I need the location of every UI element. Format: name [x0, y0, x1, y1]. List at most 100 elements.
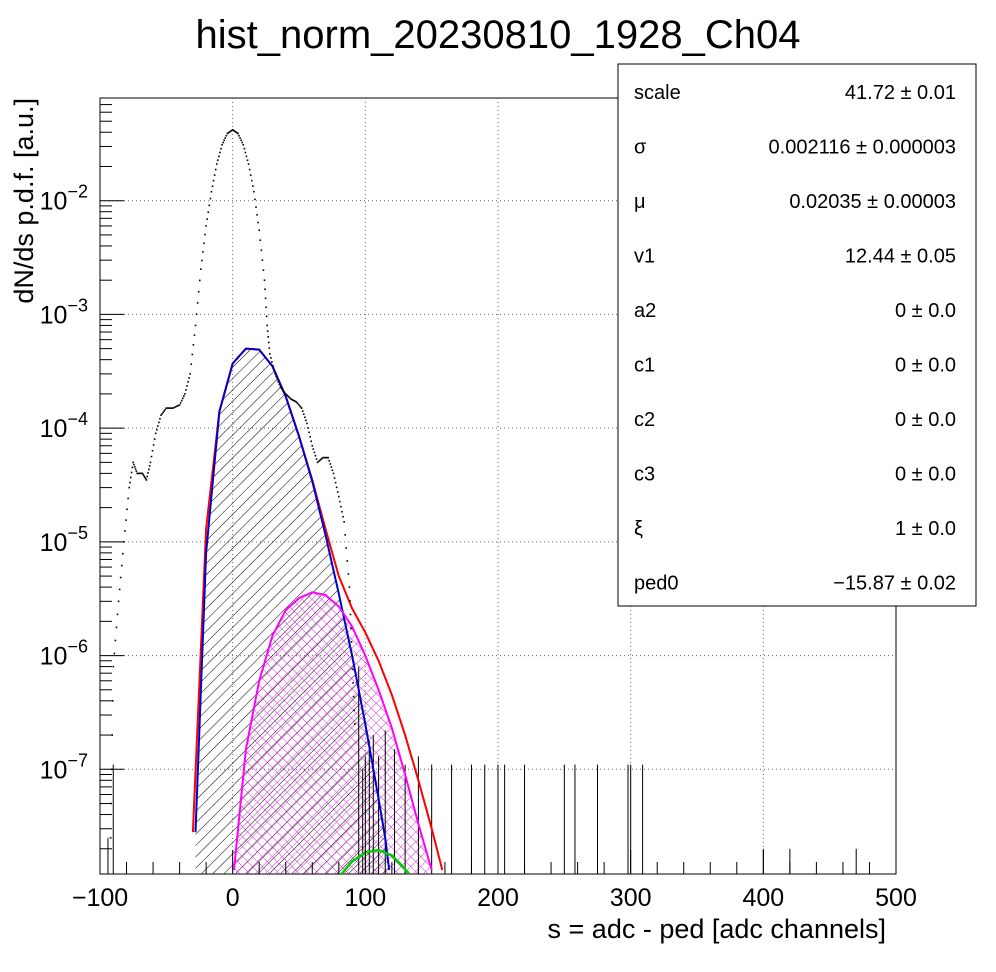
- histogram-point: [215, 163, 218, 165]
- histogram-point: [347, 573, 350, 575]
- histogram-point: [153, 438, 156, 440]
- histogram-point: [158, 421, 160, 424]
- histogram-point: [273, 369, 275, 371]
- histogram-point: [348, 586, 351, 588]
- histogram-point: [176, 405, 178, 407]
- component-3-curve: [340, 848, 411, 874]
- histogram-point: [116, 613, 119, 616]
- histogram-point: [266, 330, 269, 332]
- histogram-point: [294, 400, 297, 403]
- histogram-point: [149, 461, 152, 464]
- histogram-point: [188, 377, 190, 379]
- histogram-point: [223, 139, 225, 142]
- histogram-point: [152, 444, 155, 446]
- stats-param-value: 0 ± 0.0: [895, 300, 956, 322]
- histogram-point: [184, 393, 186, 395]
- histogram-point: [332, 472, 335, 475]
- histogram-point: [217, 159, 219, 162]
- histogram-point: [122, 552, 124, 555]
- histogram-point: [141, 472, 144, 475]
- histogram-point: [224, 137, 227, 139]
- histogram-point: [314, 454, 317, 457]
- histogram-point: [264, 288, 266, 291]
- histogram-point: [315, 458, 318, 460]
- histogram-point: [239, 137, 241, 139]
- component-2-fill: [234, 592, 432, 874]
- histogram-point: [253, 190, 255, 193]
- histogram-point: [350, 627, 352, 629]
- histogram-point: [134, 468, 137, 470]
- histogram-point: [293, 399, 296, 402]
- x-tick-label: 100: [344, 884, 386, 912]
- histogram-point: [169, 407, 172, 409]
- histogram-point: [150, 455, 153, 458]
- x-tick-label: 500: [875, 884, 917, 912]
- histogram-point: [237, 132, 239, 135]
- histogram-point: [136, 472, 138, 475]
- histogram-point: [351, 654, 353, 657]
- fit-fills: [195, 348, 432, 874]
- histogram-point: [267, 341, 270, 344]
- histogram-point: [185, 389, 187, 391]
- histogram-point: [201, 259, 203, 262]
- histogram-point: [132, 461, 134, 464]
- histogram-point: [312, 448, 315, 450]
- y-tick-label: 10−3: [40, 295, 88, 329]
- histogram-point: [254, 198, 256, 201]
- histogram-point: [206, 218, 208, 220]
- histogram-point: [343, 521, 345, 523]
- histogram-point: [130, 471, 133, 474]
- histogram-point: [244, 151, 247, 154]
- histogram-point: [281, 388, 284, 391]
- histogram-point: [207, 211, 210, 214]
- histogram-point: [342, 515, 344, 518]
- histogram-point: [291, 398, 293, 401]
- histogram-point: [341, 510, 343, 513]
- histogram-point: [212, 179, 215, 182]
- histogram-point: [145, 479, 148, 481]
- histogram-point: [147, 472, 149, 474]
- histogram-point: [200, 268, 202, 270]
- histogram-point: [243, 147, 246, 150]
- fit-curves: [191, 347, 444, 874]
- histogram-point: [220, 147, 222, 150]
- stats-param-value: 41.72 ± 0.01: [845, 82, 956, 104]
- histogram-point: [328, 460, 331, 462]
- stats-box: scale 41.72 ± 0.01 σ 0.002116 ± 0.000003 μ 0.…: [617, 63, 977, 607]
- histogram-point: [264, 297, 267, 300]
- histogram-point: [301, 410, 304, 412]
- histogram-point: [350, 641, 353, 643]
- histogram-point: [277, 380, 280, 383]
- histogram-point: [178, 404, 181, 406]
- histogram-point: [316, 461, 319, 464]
- histogram-point: [268, 347, 271, 349]
- histogram-point: [129, 476, 132, 479]
- y-tick-label: 10−5: [40, 523, 88, 557]
- histogram-point: [280, 387, 283, 390]
- histogram-point: [266, 324, 268, 327]
- histogram-point: [148, 468, 150, 471]
- histogram-point: [245, 155, 248, 158]
- histogram-point: [235, 131, 237, 133]
- histogram-point: [202, 251, 204, 253]
- histogram-point: [154, 432, 157, 435]
- histogram-point: [250, 179, 253, 182]
- histogram-point: [241, 141, 244, 144]
- histogram-point: [197, 290, 200, 293]
- histogram-point: [265, 315, 268, 318]
- histogram-point: [260, 249, 263, 252]
- histogram-point: [177, 404, 180, 407]
- histogram-point: [155, 428, 158, 431]
- histogram-point: [229, 130, 232, 133]
- x-tick-label: 200: [477, 884, 519, 912]
- axis-ticks: −100 0 100 200 300 400 500 10−7 10−6 10−5 10−4 10−3…: [40, 104, 917, 912]
- histogram-point: [262, 269, 265, 271]
- histogram-point: [124, 530, 126, 532]
- histogram-point: [282, 390, 285, 392]
- histogram-point: [352, 695, 355, 698]
- histogram-point: [129, 481, 131, 484]
- histogram-point: [270, 357, 272, 359]
- histogram-point: [135, 470, 138, 472]
- stats-param-name: ped0: [634, 573, 679, 595]
- chart-title: hist_norm_20230810_1928_Ch04: [196, 13, 801, 57]
